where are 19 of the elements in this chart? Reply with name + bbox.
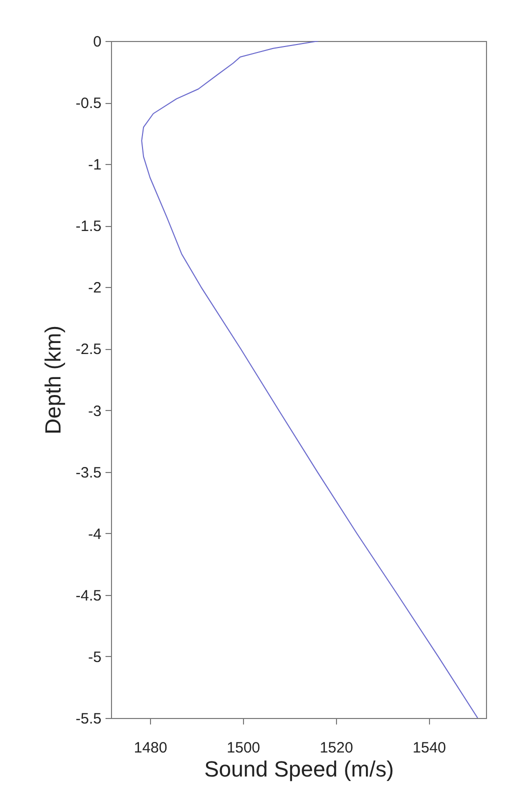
x-axis-title: Sound Speed (m/s) [204, 756, 394, 782]
x-tick-label: 1480 [134, 740, 168, 756]
y-tick-label: 0 [93, 34, 102, 50]
y-tick-label: -2.5 [76, 341, 102, 358]
y-tick-label: -3 [88, 402, 102, 420]
y-axis-title: Depth (km) [40, 326, 66, 434]
y-tick-label: -4.5 [76, 587, 102, 604]
y-tick-label: -0.5 [76, 95, 102, 112]
x-tick-label: 1520 [320, 740, 354, 756]
y-tick-label: -5 [88, 648, 102, 666]
x-tick-label: 1540 [412, 740, 446, 756]
y-tick-label: -2 [88, 280, 102, 297]
y-tick-label: -1.5 [76, 218, 102, 236]
y-tick-label: -1 [88, 156, 102, 174]
y-tick-label: -4 [88, 526, 102, 543]
y-tick-label: -5.5 [76, 710, 102, 728]
y-tick-label: -3.5 [76, 464, 102, 482]
line-series [141, 41, 478, 718]
x-tick-label: 1500 [226, 740, 260, 756]
